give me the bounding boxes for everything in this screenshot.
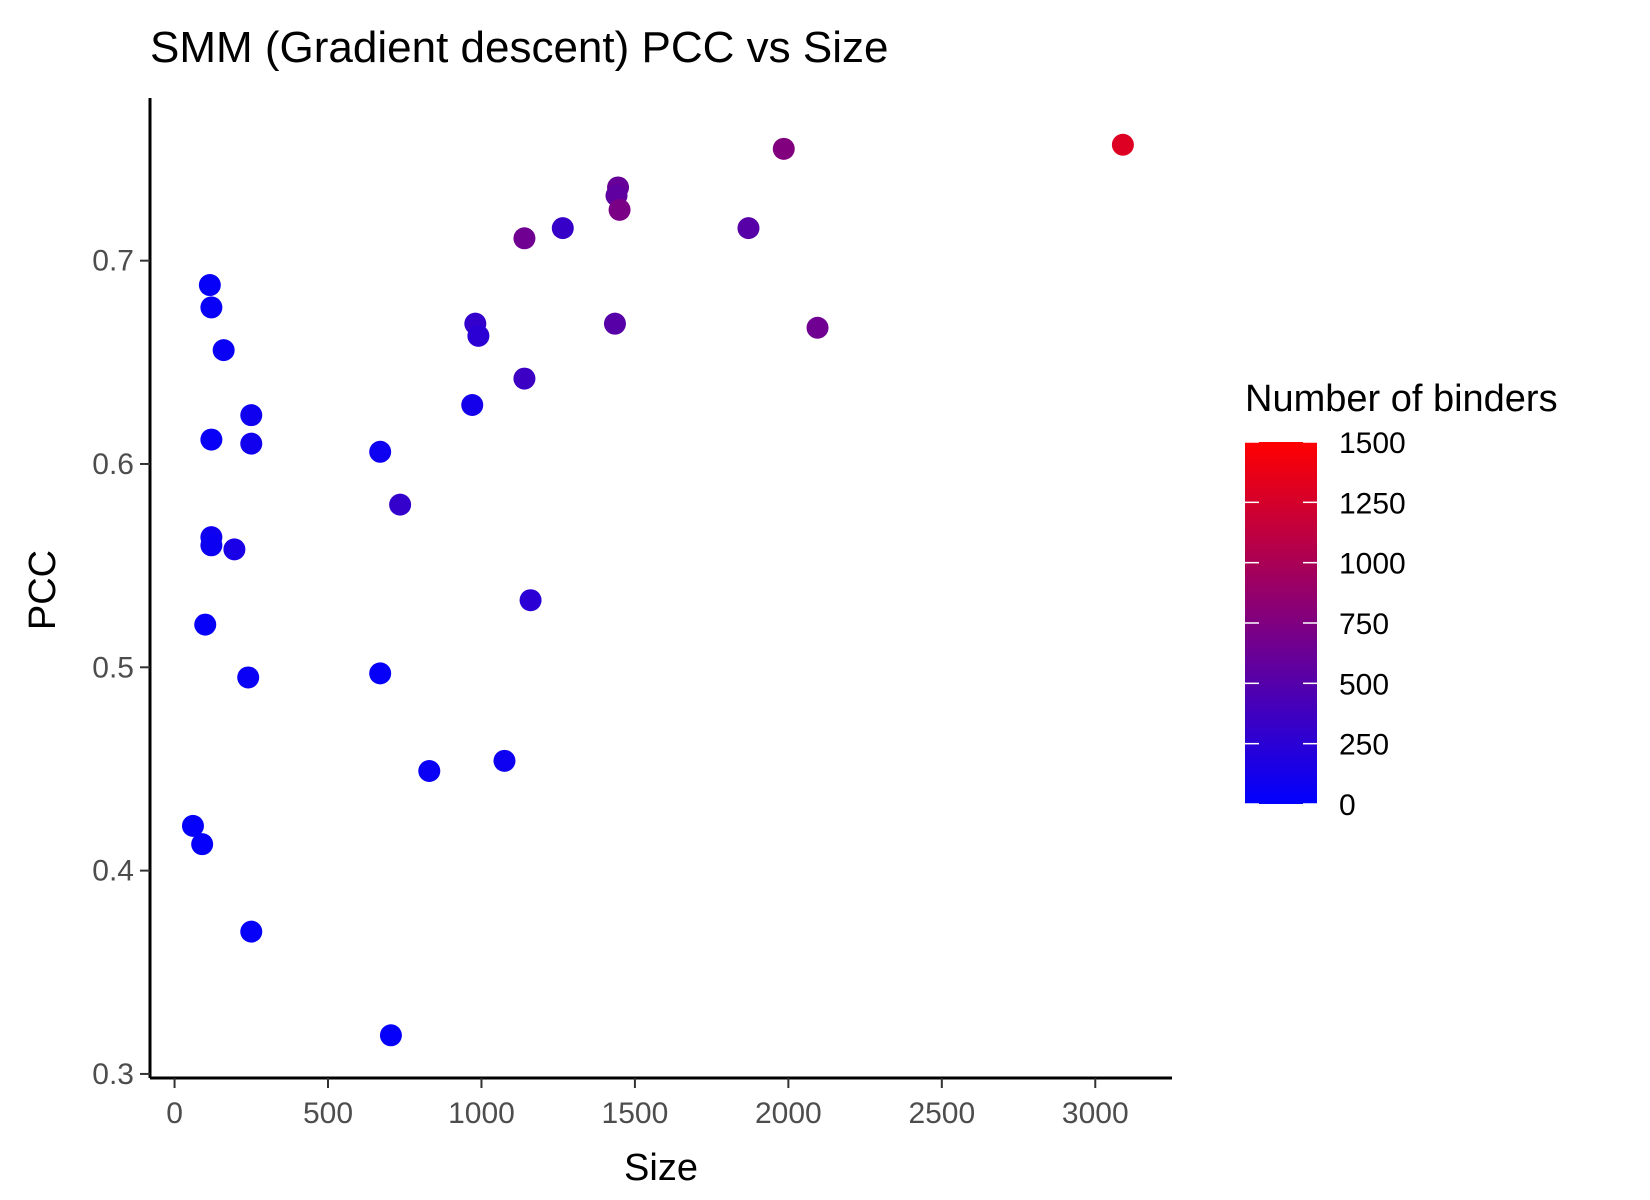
data-point <box>212 339 235 362</box>
x-axis: 0 500 1000 1500 2000 2500 3000 <box>150 1076 1172 1130</box>
data-point <box>467 324 490 347</box>
chart-title: SMM (Gradient descent) PCC vs Size <box>150 23 888 72</box>
x-tick-label: 1500 <box>602 1097 669 1130</box>
y-tick-label: 0.5 <box>92 651 134 684</box>
colorbar-tick-label: 1250 <box>1339 487 1406 520</box>
data-point <box>369 440 392 463</box>
data-point <box>200 534 223 557</box>
y-tick-label: 0.6 <box>92 448 134 481</box>
data-point <box>389 493 412 516</box>
data-point <box>198 274 221 297</box>
data-point <box>461 394 484 417</box>
data-point <box>513 227 536 250</box>
x-tick-label: 3000 <box>1062 1097 1129 1130</box>
x-tick-label: 0 <box>166 1097 183 1130</box>
y-tick-label: 0.4 <box>92 855 134 888</box>
data-point <box>1111 133 1134 156</box>
x-axis-label: Size <box>624 1147 698 1189</box>
data-point <box>194 613 217 636</box>
x-tick-label: 2500 <box>908 1097 975 1130</box>
x-tick-label: 2000 <box>755 1097 822 1130</box>
data-point <box>418 759 441 782</box>
data-point <box>240 432 263 455</box>
colorbar-tick-label: 1500 <box>1339 427 1406 460</box>
data-point <box>519 589 542 612</box>
data-point <box>603 312 626 335</box>
colorbar-tick-label: 250 <box>1339 729 1389 762</box>
data-point <box>240 920 263 943</box>
colorbar-tick-label: 0 <box>1339 789 1356 822</box>
data-point <box>237 666 260 689</box>
data-point <box>379 1024 402 1047</box>
x-tick-label: 500 <box>303 1097 353 1130</box>
data-point <box>608 198 631 221</box>
colorbar-tick-label: 750 <box>1339 608 1389 641</box>
y-tick-label: 0.7 <box>92 245 134 278</box>
data-point <box>737 217 760 240</box>
legend: Number of binders 0 250 500 750 1000 1250 1500 <box>1245 378 1558 822</box>
y-axis: 0.3 0.4 0.5 0.6 0.7 <box>92 98 152 1091</box>
data-point <box>806 316 829 339</box>
legend-title: Number of binders <box>1245 378 1558 420</box>
data-point <box>369 662 392 685</box>
data-point <box>772 137 795 160</box>
data-point <box>200 428 223 451</box>
data-point <box>200 296 223 319</box>
data-point <box>493 749 516 772</box>
data-point <box>513 367 536 390</box>
data-point <box>551 217 574 240</box>
data-point <box>223 538 246 561</box>
plot-area <box>181 133 1134 1047</box>
data-point <box>181 814 204 837</box>
y-axis-label: PCC <box>22 550 64 630</box>
data-point <box>191 833 214 856</box>
colorbar-ticks: 0 250 500 750 1000 1250 1500 <box>1245 427 1406 822</box>
colorbar-tick-label: 500 <box>1339 668 1389 701</box>
colorbar-tick-label: 1000 <box>1339 548 1406 581</box>
x-tick-label: 1000 <box>448 1097 515 1130</box>
y-tick-label: 0.3 <box>92 1058 134 1091</box>
data-point <box>240 404 263 427</box>
